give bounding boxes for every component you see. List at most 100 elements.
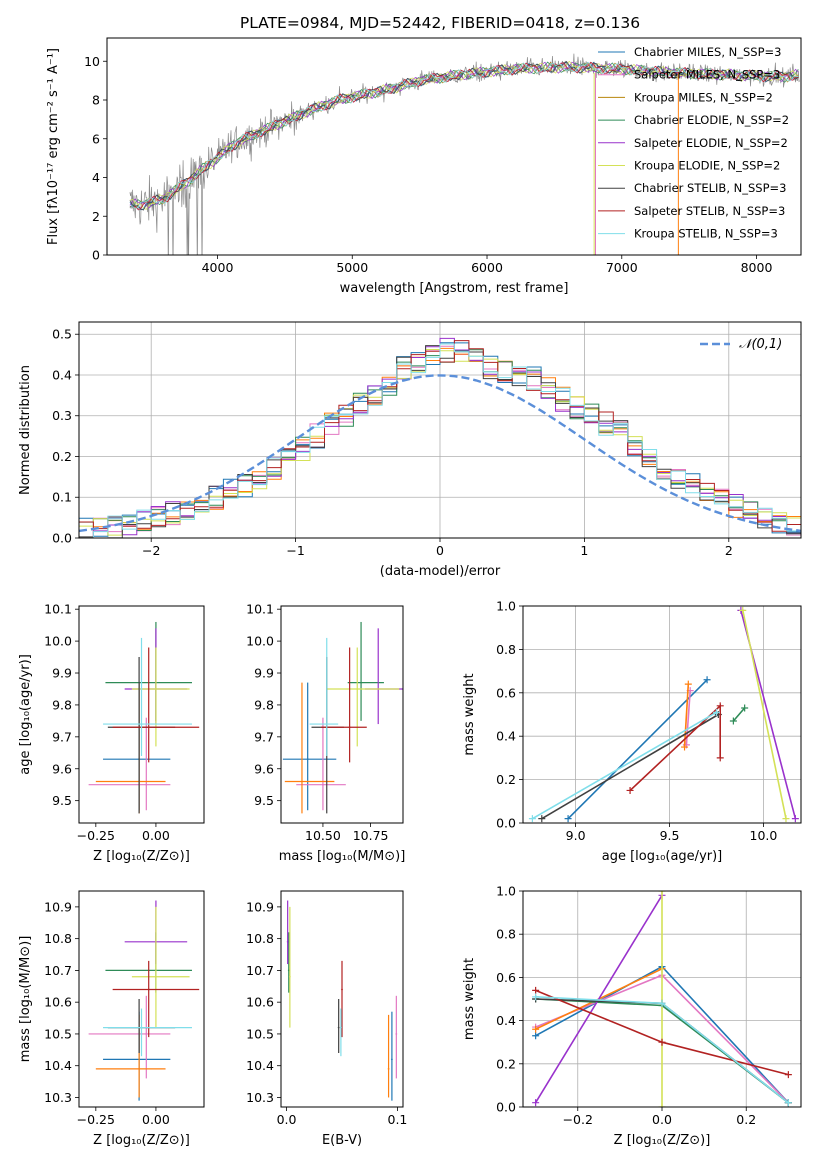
age-vs-mass-point — [301, 780, 303, 783]
spectrum-legend-label: Chabrier ELODIE, N_SSP=2 — [634, 113, 789, 127]
weight-vs-age-series-marker — [716, 754, 724, 762]
spectrum-legend-label: Kroupa STELIB, N_SSP=3 — [634, 227, 778, 241]
weight-vs-age-series-line — [683, 684, 690, 748]
mass-vs-EBV-frame — [280, 890, 404, 1108]
weight-vs-Z-series-marker — [658, 1103, 666, 1107]
weight-vs-age-series-marker — [681, 743, 689, 751]
mass-vs-Z-plot-area — [88, 900, 200, 1101]
weight-vs-age-series-line — [685, 690, 691, 745]
weight-vs-age-series-marker — [782, 815, 790, 823]
age-vs-mass-panel: 10.50 10.75 9.5 9.6 9.7 9.8 9.9 10.0 10.1 mass [l… — [246, 602, 405, 864]
residual-legend-label: 𝒩(0,1) — [739, 337, 782, 352]
weight-vs-age-series-marker — [626, 786, 634, 794]
mass-vs-Z-y-tick-label: 10.8 — [44, 931, 72, 946]
age-vs-Z-x-axis-label: Z [log₁₀(Z/Z⊙)] — [93, 849, 190, 864]
age-vs-mass-x-axis-label: mass [log₁₀(M/M⊙)] — [279, 849, 406, 864]
residuals-x-tick-label: 0 — [436, 543, 444, 558]
weight-vs-age-y-tick-label: 0.2 — [496, 772, 516, 787]
weight-vs-Z-series-marker — [532, 1032, 540, 1040]
weight-vs-age-y-tick-label: 0.6 — [496, 685, 516, 700]
spectrum-model-line — [129, 61, 799, 210]
age-vs-mass-point — [356, 688, 359, 690]
age-vs-mass-y-tick-label: 9.7 — [254, 729, 274, 744]
age-vs-Z-y-tick-label: 9.5 — [52, 793, 72, 808]
weight-vs-Z-x-tick-label: 0.0 — [652, 1112, 672, 1127]
spectrum-x-tick-label: 4000 — [202, 260, 234, 275]
age-vs-mass-frame — [280, 605, 404, 824]
age-vs-Z-y-axis-label: age [log₁₀(age/yr)] — [18, 654, 33, 775]
weight-vs-age-series-marker — [791, 815, 799, 823]
spectrum-y-tick-label: 0 — [92, 248, 100, 263]
mass-vs-Z-x-axis-label: Z [log₁₀(Z/Z⊙)] — [93, 1133, 190, 1148]
weight-vs-age-series-marker — [739, 606, 747, 614]
spectrum-legend: Chabrier MILES, N_SSP=3 Salpeter MILES, N… — [598, 45, 789, 241]
weight-vs-Z-series-marker — [658, 1038, 666, 1046]
mass-vs-Z-y-tick-label: 10.3 — [44, 1090, 72, 1105]
mass-vs-EBV-point — [339, 1026, 342, 1029]
weight-vs-Z-y-tick-label: 0.6 — [496, 970, 516, 985]
age-vs-mass-x-tick-label: 10.50 — [305, 828, 341, 843]
age-vs-mass-point — [360, 681, 362, 684]
weight-vs-Z-y-axis-label: mass weight — [462, 958, 477, 1040]
age-vs-mass-y-tick-label: 10.1 — [246, 602, 274, 617]
age-vs-Z-point — [155, 688, 157, 690]
spectrum-x-tick-label: 5000 — [336, 260, 368, 275]
mass-vs-Z-point — [140, 1026, 143, 1029]
age-vs-mass-plot-area — [282, 621, 403, 814]
mass-vs-EBV-plot-area — [286, 900, 398, 1101]
mass-vs-EBV-point — [286, 940, 289, 943]
weight-vs-Z-x-tick-label: −0.2 — [563, 1112, 593, 1127]
spectrum-ticks: 4000 5000 6000 7000 8000 0 2 4 6 8 10 — [84, 54, 772, 275]
age-vs-mass-y-tick-label: 10.0 — [246, 634, 274, 649]
spectrum-legend-label: Salpeter ELODIE, N_SSP=2 — [634, 136, 788, 150]
residuals-y-tick-label: 0.4 — [52, 367, 72, 382]
age-vs-mass-point — [322, 783, 324, 786]
weight-vs-age-y-tick-label: 1.0 — [496, 599, 516, 614]
weight-vs-age-series-marker — [564, 815, 572, 823]
weight-vs-age-series-line — [541, 713, 719, 820]
spectrum-plot-area — [129, 53, 800, 255]
mass-vs-Z-x-tick-label: −0.25 — [77, 1112, 115, 1127]
mass-vs-Z-y-axis-label: mass [log₁₀(M/M⊙)] — [18, 936, 33, 1063]
weight-vs-Z-series-marker — [784, 1071, 792, 1079]
weight-vs-Z-series-marker — [532, 986, 540, 994]
spectrum-y-axis-label: Flux [fλ10⁻¹⁷ erg cm⁻² s⁻¹ A⁻¹] — [46, 48, 61, 245]
spectrum-x-tick-label: 6000 — [471, 260, 503, 275]
mass-vs-EBV-point — [287, 969, 290, 972]
weight-vs-age-series-marker — [741, 704, 749, 712]
spectrum-model-line — [129, 61, 799, 210]
age-vs-metallicity-panel: −0.25 0.00 9.5 9.6 9.7 9.8 9.9 10.0 10.1 Z [log₁₀… — [18, 602, 205, 864]
weight-vs-age-series-marker — [703, 676, 711, 684]
age-vs-mass-y-tick-label: 9.8 — [254, 697, 274, 712]
weight-vs-Z-series-marker — [532, 1099, 540, 1107]
mass-vs-EBV-point — [387, 1067, 390, 1070]
weight-vs-age-series-marker — [716, 702, 724, 710]
spectrum-legend-label: Salpeter MILES, N_SSP=3 — [634, 68, 780, 82]
age-vs-mass-y-tick-label: 9.5 — [254, 793, 274, 808]
weight-vs-age-series-marker — [729, 717, 737, 725]
spectrum-y-tick-label: 8 — [92, 93, 100, 108]
weight-vs-Z-x-axis-label: Z [log₁₀(Z/Z⊙)] — [614, 1133, 711, 1148]
weight-vs-Z-plot-area — [532, 891, 792, 1107]
residuals-y-axis-label: Normed distribution — [18, 365, 33, 495]
weight-vs-Z-y-tick-label: 0.0 — [496, 1100, 516, 1115]
mass-vs-EBV-y-tick-label: 10.3 — [246, 1090, 274, 1105]
residuals-y-tick-label: 0.2 — [52, 449, 72, 464]
residuals-x-tick-label: −1 — [286, 543, 304, 558]
age-vs-mass-x-tick-label: 10.75 — [353, 828, 389, 843]
weight-vs-age-series-line — [531, 711, 717, 820]
mass-weight-vs-age-panel: 9.0 9.5 10.0 0.0 0.2 0.4 0.6 0.8 1.0 age [log₁₀(a… — [462, 599, 802, 864]
normal-reference-curve — [79, 374, 801, 533]
weight-vs-age-series-line — [567, 679, 708, 820]
weight-vs-age-series-line — [742, 610, 787, 819]
age-vs-Z-y-tick-label: 9.9 — [52, 666, 72, 681]
age-vs-Z-y-tick-label: 9.7 — [52, 729, 72, 744]
weight-vs-age-series-marker — [538, 815, 546, 823]
mass-vs-Z-point — [147, 988, 150, 991]
weight-vs-age-y-tick-label: 0.4 — [496, 729, 516, 744]
mass-vs-Z-y-tick-label: 10.4 — [44, 1058, 72, 1073]
age-vs-Z-ticks: −0.25 0.00 9.5 9.6 9.7 9.8 9.9 10.0 10.1 — [44, 602, 170, 843]
mass-vs-EBV-y-tick-label: 10.4 — [246, 1058, 274, 1073]
weight-vs-age-frame — [522, 605, 802, 824]
age-vs-Z-point — [147, 726, 150, 729]
